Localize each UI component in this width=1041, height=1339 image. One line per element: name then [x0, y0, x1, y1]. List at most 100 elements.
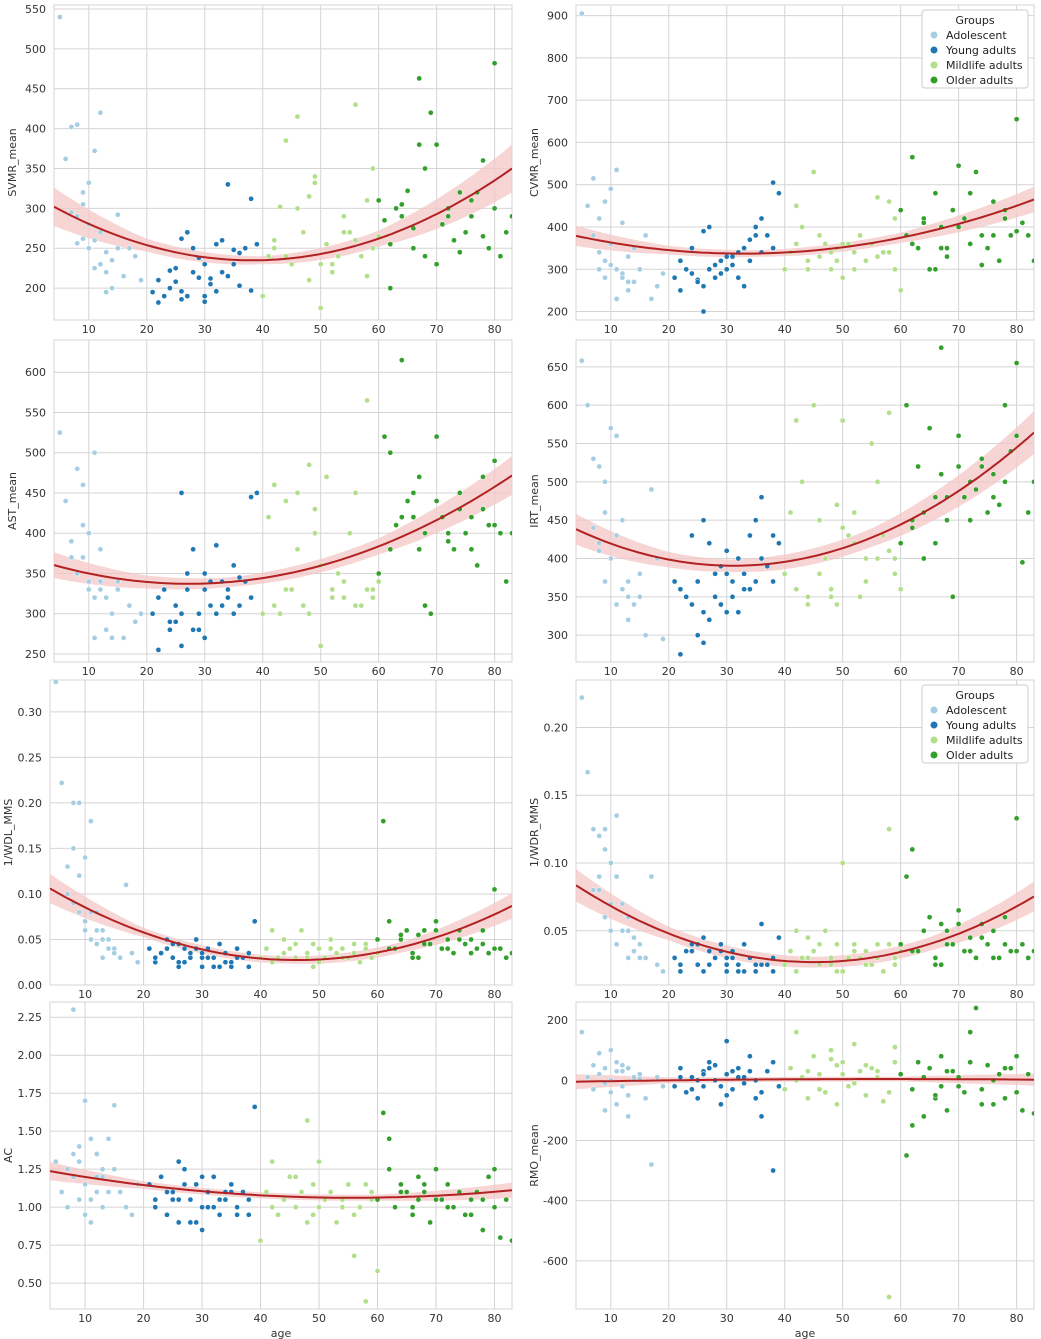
data-point: [735, 555, 742, 562]
data-point: [329, 269, 336, 276]
data-point: [689, 948, 695, 954]
data-point: [677, 287, 684, 294]
data-point: [949, 593, 956, 600]
x-tick-label: 40: [256, 665, 270, 678]
data-point: [468, 213, 475, 220]
data-point: [497, 1234, 504, 1241]
data-point: [444, 945, 451, 952]
data-point: [91, 594, 98, 601]
data-point: [932, 494, 939, 501]
data-point: [329, 594, 336, 601]
data-point: [111, 950, 118, 956]
data-point: [602, 509, 608, 516]
data-point: [491, 1204, 498, 1211]
data-point: [114, 211, 121, 218]
data-point: [97, 586, 104, 593]
data-point: [932, 1092, 939, 1099]
data-point: [172, 618, 179, 625]
x-tick-label: 50: [314, 323, 328, 336]
data-point: [729, 1086, 736, 1093]
x-axis-label: age: [795, 1327, 816, 1339]
data-point: [310, 1211, 317, 1218]
data-point: [903, 873, 910, 880]
y-tick-label: -600: [543, 1255, 568, 1268]
data-point: [892, 266, 898, 273]
data-point: [316, 1204, 322, 1211]
data-point: [169, 1196, 176, 1203]
data-point: [277, 610, 283, 617]
x-tick-label: 10: [604, 1312, 618, 1325]
data-point: [892, 555, 898, 562]
data-point: [387, 285, 394, 291]
data-point: [190, 269, 196, 276]
data-point: [851, 249, 858, 256]
data-point: [828, 955, 834, 961]
x-tick-label: 40: [778, 323, 792, 336]
data-point: [723, 253, 730, 260]
data-point: [689, 245, 695, 251]
data-point: [292, 1204, 299, 1211]
data-point: [677, 1074, 684, 1081]
data-point: [978, 1086, 985, 1093]
data-point: [497, 945, 504, 952]
data-point: [317, 305, 324, 311]
data-point: [225, 594, 231, 601]
data-point: [68, 538, 75, 545]
data-point: [625, 253, 632, 260]
data-point: [381, 433, 388, 440]
data-point: [184, 229, 191, 236]
data-point: [660, 968, 666, 975]
data-point: [613, 941, 620, 948]
data-point: [863, 948, 869, 954]
data-point: [1013, 360, 1020, 366]
data-point: [341, 229, 347, 236]
data-point: [421, 927, 428, 934]
y-tick-label: 0.00: [18, 979, 43, 992]
data-point: [175, 959, 182, 966]
data-point: [706, 1065, 713, 1072]
x-tick-label: 10: [78, 988, 92, 1001]
data-point: [770, 532, 776, 539]
data-point: [269, 927, 276, 934]
data-point: [370, 165, 376, 172]
legend-entry: Mildlife adults: [946, 59, 1023, 72]
data-point: [897, 540, 904, 547]
data-point: [201, 570, 208, 577]
data-point: [590, 175, 597, 182]
data-point: [851, 948, 858, 954]
data-point: [155, 277, 162, 283]
data-point: [758, 921, 765, 927]
data-point: [234, 945, 240, 952]
data-point: [1025, 509, 1032, 516]
x-tick-label: 10: [604, 665, 618, 678]
data-point: [433, 927, 439, 934]
data-point: [80, 522, 86, 528]
data-point: [747, 1068, 753, 1075]
data-point: [1025, 955, 1032, 961]
x-tick-label: 70: [430, 323, 444, 336]
data-point: [480, 506, 486, 512]
data-point: [468, 514, 475, 520]
data-point: [793, 202, 800, 209]
y-axis-label: IRT_mean: [528, 474, 541, 528]
data-point: [851, 941, 858, 948]
legend: Groups Adolescent Young adults Mildlife adu…: [921, 9, 1029, 89]
data-point: [271, 237, 278, 244]
data-point: [88, 1135, 94, 1142]
x-tick-label: 10: [604, 988, 618, 1001]
data-point: [88, 818, 94, 824]
data-point: [863, 1062, 869, 1069]
x-tick-label: 60: [894, 1312, 908, 1325]
data-point: [370, 586, 376, 593]
x-tick-label: 70: [429, 988, 443, 1001]
data-point: [926, 425, 933, 432]
data-point: [781, 1086, 788, 1093]
data-point: [828, 249, 834, 256]
data-point: [485, 1173, 492, 1180]
data-point: [915, 463, 921, 470]
data-point: [178, 643, 185, 649]
data-point: [82, 1181, 88, 1188]
data-point: [903, 402, 910, 409]
data-point: [164, 1211, 170, 1218]
data-point: [74, 465, 81, 472]
